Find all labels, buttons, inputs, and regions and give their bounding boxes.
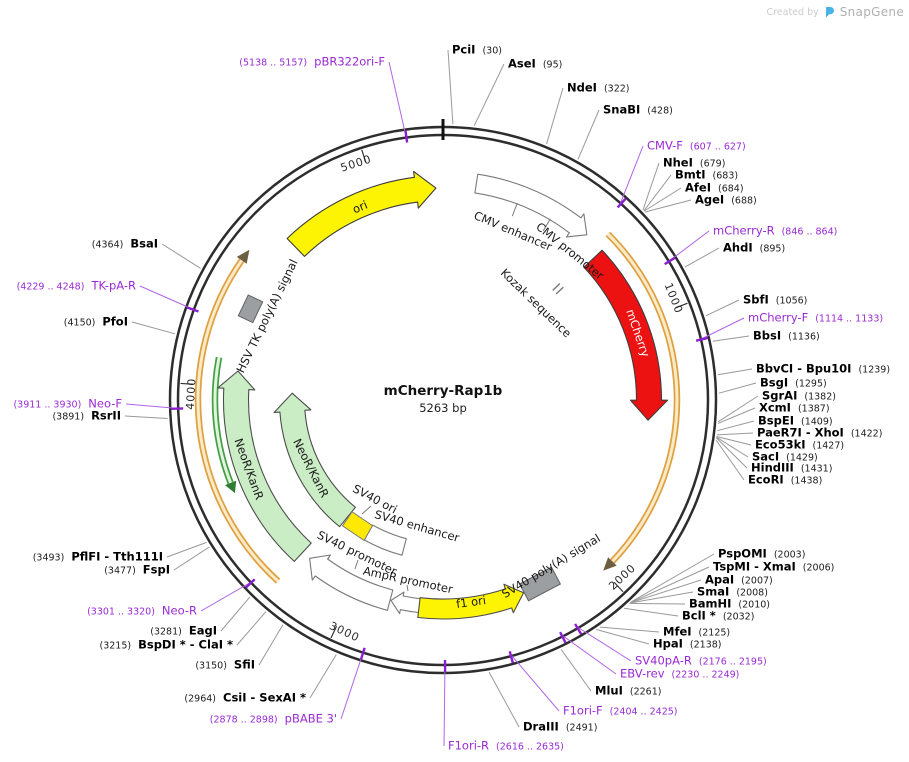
feature-orf-right-inner [606,232,679,563]
enzyme-leader-MluI [560,649,592,692]
enzyme-leader-BsgI [718,382,757,394]
feature-f1-ori[interactable] [417,583,525,620]
primer-leader-pBR322ori-F [388,61,408,140]
enzyme-leader-AfeI [643,187,682,212]
enzyme-leader-BamHI [629,602,686,605]
primer-mark-F1ori-F[interactable] [508,650,514,664]
axis-tick [361,149,367,163]
enzyme-leader-SnaBI [577,109,600,160]
feature-kozak-sequence-mark[interactable] [552,282,561,292]
enzyme-leader-NdeI [546,87,564,145]
enzyme-leader-BsaI [161,243,201,269]
primer-mark-Neo-R[interactable] [245,578,256,589]
feature-neor-kanr-outer[interactable] [217,370,312,562]
primer-leader-F1ori-R [443,662,446,747]
watermark-prefix: Created by [766,6,819,18]
axis-tick [613,581,624,593]
enzyme-leader-BclI * [624,607,679,617]
primer-leader-Neo-R [200,580,253,612]
axis-tick [180,382,194,385]
primer-leader-Neo-F [125,403,181,410]
axis-tick [675,302,688,309]
enzyme-leader-EcoRI [715,439,745,481]
enzyme-leader-PflFI - Tth111I [166,541,207,558]
enzyme-leader-SmaI [629,591,694,604]
enzyme-leader-SacI [716,436,749,458]
enzyme-leader-PciI [447,49,454,125]
feature-hsv-tk-polya-signal[interactable] [237,294,264,324]
feature-neor-kanr-inner[interactable] [273,392,356,528]
plasmid-title: mCherry-Rap1b 5263 bp [384,383,503,415]
enzyme-leader-Eco53kI [716,436,752,446]
feature-kozak-sequence-mark[interactable] [555,286,564,295]
enzyme-leader-PfoI [131,321,176,335]
feature-orf-right-arrowhead [603,557,617,571]
enzyme-leader-DraIII [488,671,520,728]
primer-leader-TK-pA-R [139,285,196,311]
enzyme-leader-BbsI [712,335,750,342]
enzyme-leader-XcmI [717,407,756,424]
enzyme-leader-AhdI [684,247,720,268]
feature-orf-neo-reverse-inner [213,357,232,484]
watermark-brand: SnapGene [839,5,904,19]
feature-leader-tick [354,559,359,570]
enzyme-leader-AseI [473,63,505,127]
enzyme-leader-BmtI [643,174,672,212]
feature-orf-neo-reverse-arrowhead [225,480,237,494]
primer-mark-mCherry-F[interactable] [695,336,709,342]
primer-mark-pBABE 3'[interactable] [359,647,366,660]
primer-mark-SV40pA-R[interactable] [574,623,583,635]
enzyme-leader-CsiI - SexAI * [309,654,337,699]
enzyme-leader-PspOMI [630,553,715,603]
feature-orf-left-inner [196,259,280,583]
enzyme-leader-SbfI [705,299,740,317]
primer-leader-pBABE 3' [340,650,365,720]
primer-leader-F1ori-F [510,653,560,712]
primer-leader-SV40pA-R [576,626,632,662]
enzyme-leader-HpaI [596,629,650,645]
enzyme-leader-SfiI [258,624,284,666]
feature-mcherry[interactable] [583,249,669,421]
feature-sv40-promoter[interactable] [309,554,394,611]
enzyme-leader-TspMI - XmaI [630,566,710,604]
feature-cmv-enhancer-promoter[interactable] [474,173,588,238]
axis-tick-label: 5000 [339,152,373,174]
enzyme-leader-FspI [173,546,210,571]
primer-leader-mCherry-F [698,317,745,341]
axis-tick [330,625,338,639]
primer-leader-EBV-rev [561,634,617,675]
enzyme-leader-AgeI [644,199,692,213]
enzyme-leader-MfeI [599,626,660,633]
plasmid-size: 5263 bp [419,401,467,415]
enzyme-leader-BbvCI - Bpu10I [717,368,753,376]
primer-mark-EBV-rev[interactable] [559,631,567,644]
primer-mark-CMV-F[interactable] [616,197,627,209]
primer-mark-pBR322ori-F[interactable] [404,130,409,143]
primer-mark-mCherry-R[interactable] [664,256,676,266]
feature-ori[interactable] [286,170,437,257]
enzyme-leader-ApaI [630,579,702,604]
snapgene-logo-icon [824,6,835,19]
primer-mark-TK-pA-R[interactable] [186,306,199,313]
enzyme-leader-HindIII [716,437,748,469]
feature-sv40-polya-signal[interactable] [518,566,562,602]
enzyme-leader-EagI [220,596,251,632]
enzyme-leader-RsrII [124,415,168,419]
feature-orf-left-arrowhead [236,249,250,264]
enzyme-leader-PaeR7I - XhoI [716,432,754,436]
enzyme-leader-BspDI * - ClaI * [236,611,267,646]
feature-leader-tick [406,584,409,592]
enzyme-leader-NheI [642,162,660,210]
feature-leader-tick [361,505,372,515]
enzyme-leader-BspEI [717,420,755,432]
primer-leader-CMV-F [619,145,644,206]
feature-sv40-enhancer[interactable] [363,524,407,556]
plasmid-name: mCherry-Rap1b [383,383,503,399]
snapgene-watermark: Created by SnapGene [766,5,904,19]
enzyme-leader-SgrAI [717,395,759,423]
feature-divider [542,218,551,232]
feature-divider [511,202,518,217]
